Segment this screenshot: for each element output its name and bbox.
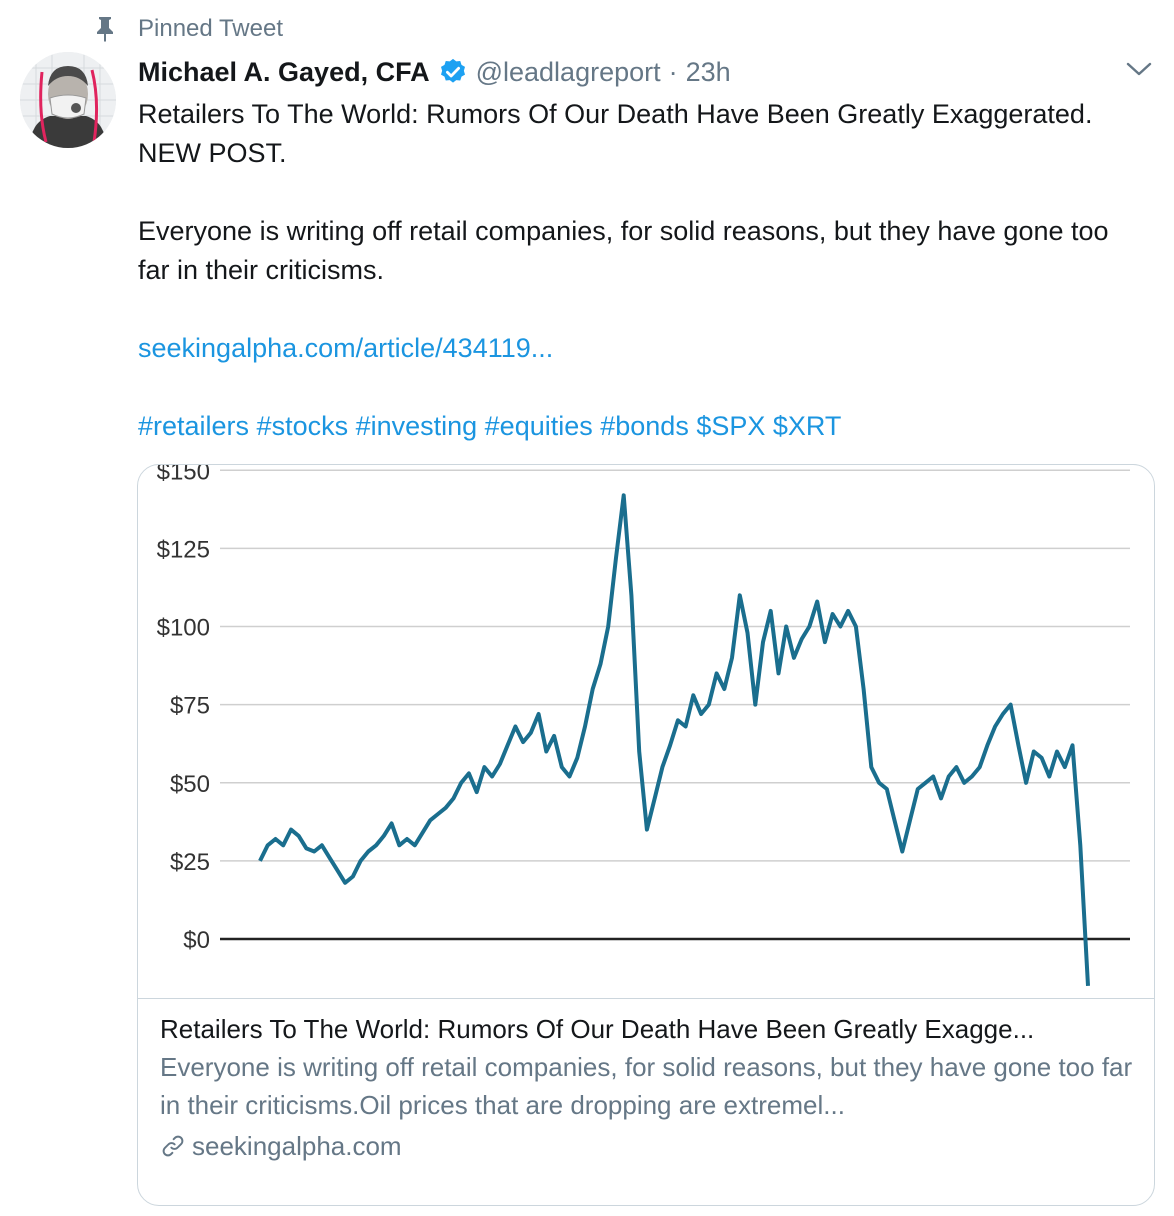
card-image-chart: $0 $25 $50 $75 $100 $125 $150 <box>138 465 1154 999</box>
avatar[interactable] <box>20 52 116 148</box>
card-description: Everyone is writing off retail companies… <box>160 1052 1133 1120</box>
tweet-text-1: Retailers To The World: Rumors Of Our De… <box>138 99 1093 168</box>
avatar-image <box>20 52 116 148</box>
y-tick-label: $50 <box>170 771 210 798</box>
pinned-label: Pinned Tweet <box>138 15 283 42</box>
hashtags[interactable]: #retailers #stocks #investing #equities … <box>138 411 842 441</box>
card-domain-row: seekingalpha.com <box>160 1126 1138 1166</box>
more-options-button[interactable] <box>1122 54 1156 88</box>
price-chart: $0 $25 $50 $75 $100 $125 $150 <box>157 465 1130 987</box>
header-separator: · <box>668 56 678 87</box>
tweet-body: Retailers To The World: Rumors Of Our De… <box>138 95 1128 446</box>
tweet-header: Michael A. Gayed, CFA @leadlagreport · 2… <box>138 52 1038 92</box>
y-tick-label: $125 <box>157 536 210 563</box>
card-title: Retailers To The World: Rumors Of Our De… <box>160 1014 1035 1044</box>
verified-badge-icon <box>438 57 468 87</box>
article-link[interactable]: seekingalpha.com/article/434119... <box>138 333 554 363</box>
link-icon <box>160 1133 186 1159</box>
y-tick-label: $25 <box>170 849 210 876</box>
author-name[interactable]: Michael A. Gayed, CFA <box>138 56 430 87</box>
pinned-tweet-indicator: Pinned Tweet <box>90 12 283 46</box>
link-card[interactable]: $0 $25 $50 $75 $100 $125 $150 Retailers To The… <box>137 464 1155 1206</box>
y-tick-label: $75 <box>170 693 210 720</box>
price-series-line <box>258 493 1090 987</box>
author-handle[interactable]: @leadlagreport <box>475 56 661 87</box>
tweet-text-2: Everyone is writing off retail companies… <box>138 216 1109 285</box>
card-text: Retailers To The World: Rumors Of Our De… <box>160 1010 1138 1166</box>
pin-icon <box>90 16 120 42</box>
chevron-down-icon <box>1126 61 1152 82</box>
y-tick-label: $0 <box>183 927 210 954</box>
y-tick-label: $100 <box>157 615 210 642</box>
y-tick-label: $150 <box>157 465 210 485</box>
tweet-timestamp[interactable]: 23h <box>685 56 731 87</box>
card-domain: seekingalpha.com <box>192 1131 402 1161</box>
